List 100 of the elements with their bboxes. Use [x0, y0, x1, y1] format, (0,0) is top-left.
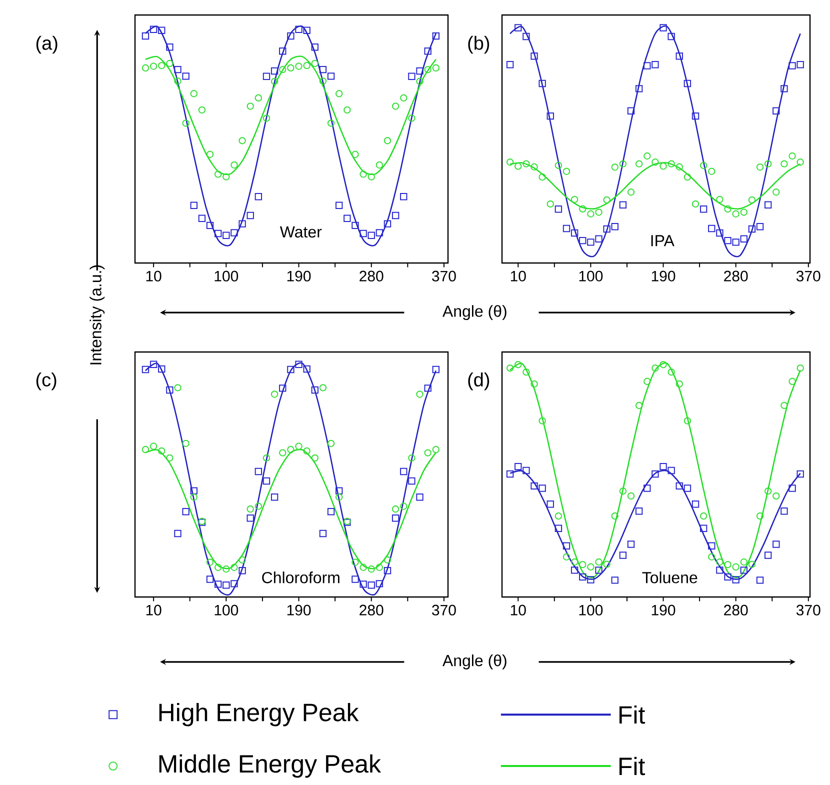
point	[506, 158, 514, 166]
point	[295, 442, 302, 450]
point	[287, 64, 294, 72]
point	[724, 205, 732, 213]
point	[206, 558, 214, 566]
point	[772, 107, 780, 114]
point	[295, 360, 302, 368]
chart-title: (b)	[468, 36, 490, 54]
point	[142, 366, 150, 374]
point	[400, 193, 408, 200]
point	[150, 26, 158, 34]
point	[708, 168, 716, 175]
point	[303, 26, 310, 34]
point	[352, 576, 359, 583]
point	[780, 402, 788, 410]
point	[716, 196, 724, 204]
legend-label: Fit	[619, 705, 646, 724]
x-axis-title: Angle (θ)	[442, 654, 506, 670]
point	[352, 558, 359, 566]
point	[764, 160, 772, 168]
point	[400, 94, 408, 102]
point	[740, 208, 748, 216]
point	[740, 566, 748, 574]
point	[287, 32, 294, 40]
point	[611, 512, 618, 520]
point	[788, 484, 796, 492]
point	[142, 32, 150, 40]
point	[416, 494, 424, 501]
point	[538, 173, 546, 181]
point	[579, 573, 586, 581]
point	[150, 360, 158, 368]
point	[644, 378, 651, 385]
point	[506, 470, 514, 478]
point	[182, 508, 190, 516]
point	[214, 580, 222, 588]
point	[214, 170, 222, 178]
point	[270, 390, 278, 398]
x-tick-label: 370	[796, 270, 820, 282]
point	[668, 368, 675, 376]
x-tick-label: 100	[579, 270, 603, 282]
annotation: Water	[280, 226, 322, 238]
point	[360, 170, 367, 178]
point	[740, 558, 748, 566]
point	[424, 48, 432, 55]
point	[595, 208, 602, 216]
x-tick-label: 190	[287, 604, 311, 616]
point	[392, 102, 400, 110]
point	[336, 487, 343, 494]
point	[644, 152, 651, 160]
point	[360, 580, 367, 588]
point	[400, 468, 408, 476]
point	[368, 232, 375, 239]
point	[668, 160, 675, 168]
point	[522, 160, 530, 168]
point	[336, 202, 343, 209]
point	[376, 564, 384, 571]
point	[554, 206, 562, 213]
point	[206, 222, 214, 230]
point	[660, 24, 667, 32]
point	[514, 361, 522, 368]
point	[660, 162, 667, 170]
point	[708, 542, 716, 550]
point	[538, 80, 546, 88]
point	[764, 487, 772, 495]
point	[660, 361, 667, 368]
point	[432, 366, 440, 374]
point	[416, 390, 424, 398]
point	[684, 417, 692, 424]
y-axis-title: Intensity (a.u.)	[90, 265, 105, 364]
point	[432, 64, 440, 72]
x-tick-label: 370	[796, 604, 820, 616]
annotation: IPA	[651, 235, 674, 246]
point	[780, 508, 788, 515]
point	[214, 230, 222, 238]
point	[230, 229, 238, 236]
point	[262, 72, 270, 80]
point	[408, 477, 416, 485]
point	[254, 468, 262, 476]
point	[262, 477, 270, 485]
point	[716, 558, 724, 566]
point	[246, 212, 254, 220]
point	[732, 210, 740, 218]
point	[514, 462, 522, 470]
point	[416, 78, 424, 85]
x-tick-label: 10	[510, 270, 526, 282]
point	[327, 440, 335, 448]
point	[295, 62, 302, 70]
point	[344, 106, 351, 114]
point	[408, 72, 416, 80]
point	[788, 62, 796, 70]
point	[182, 440, 190, 448]
point	[392, 505, 400, 513]
point	[530, 52, 538, 60]
point	[546, 500, 554, 508]
point	[724, 236, 732, 244]
point	[432, 446, 440, 454]
point	[376, 161, 384, 169]
point	[748, 225, 756, 233]
point	[627, 492, 635, 500]
point	[579, 560, 586, 568]
